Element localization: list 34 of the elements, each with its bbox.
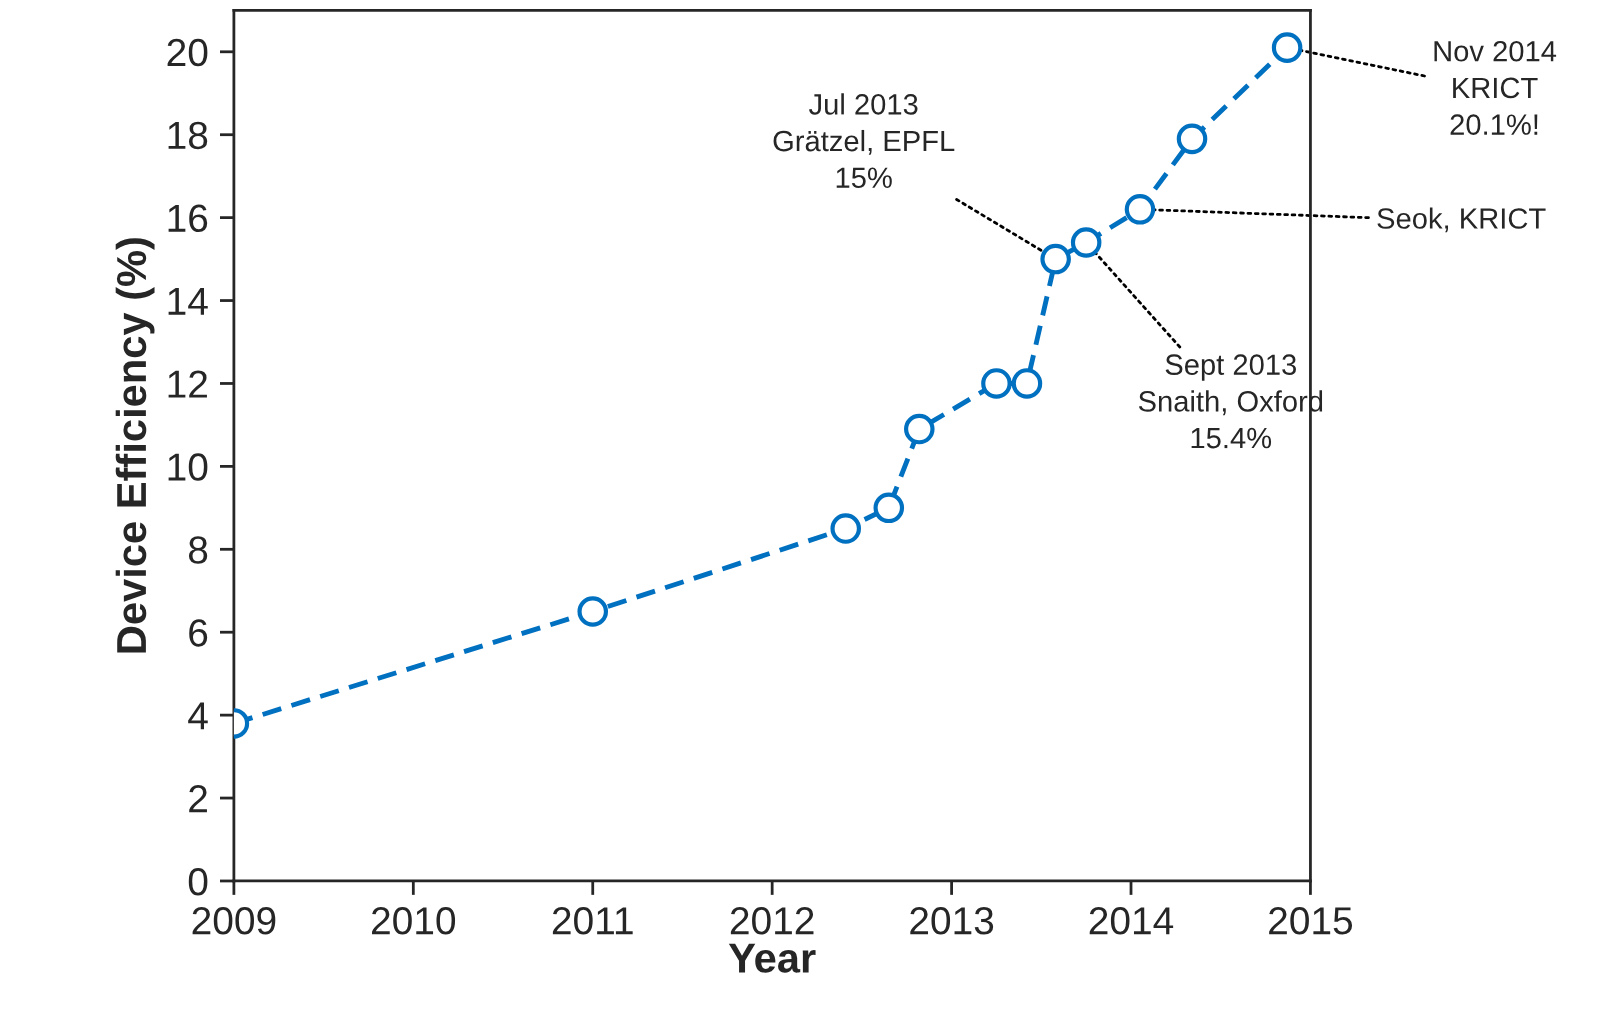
point xyxy=(830,513,862,544)
point xyxy=(981,368,1012,399)
x-tick-label: 2015 xyxy=(1269,906,1353,935)
y-tick-label: 2 xyxy=(189,784,207,813)
y-axis-title: Device Efficiency (%) xyxy=(115,238,155,653)
y-tick-label: 18 xyxy=(168,121,208,150)
x-tick-label: 2014 xyxy=(1089,906,1174,935)
point xyxy=(1040,243,1071,275)
x-tick-label: 2013 xyxy=(910,906,994,935)
point xyxy=(1070,227,1102,258)
point xyxy=(1176,123,1208,155)
y-tick-label: 14 xyxy=(168,287,208,315)
y-tick-label: 0 xyxy=(188,867,208,896)
y-tick-label: 16 xyxy=(168,204,208,233)
x-tick-label: 2009 xyxy=(192,906,276,935)
point xyxy=(1124,194,1156,225)
annotation: Nov 2014 KRICT 20.1%! xyxy=(1434,40,1557,135)
y-tick-label: 20 xyxy=(167,38,208,67)
y-tick-label: 4 xyxy=(188,702,208,730)
y-tick-label: 6 xyxy=(189,619,208,647)
y-tick-label: 8 xyxy=(188,536,208,564)
point xyxy=(873,492,905,524)
point xyxy=(1011,368,1043,399)
point xyxy=(904,413,935,445)
point xyxy=(1271,32,1303,63)
x-axis-title: Year xyxy=(728,943,816,973)
annotation: Jul 2013 Grätzel, EPFL 15% xyxy=(773,93,955,189)
x-tick-label: 2011 xyxy=(552,906,633,935)
x-tick-label: 2010 xyxy=(372,906,456,935)
y-tick-label: 10 xyxy=(168,453,208,481)
y-tick-label: 12 xyxy=(168,370,207,398)
annotation: Seok, KRICT xyxy=(1377,207,1546,233)
point xyxy=(577,596,609,627)
x-tick-label: 2012 xyxy=(730,906,814,935)
